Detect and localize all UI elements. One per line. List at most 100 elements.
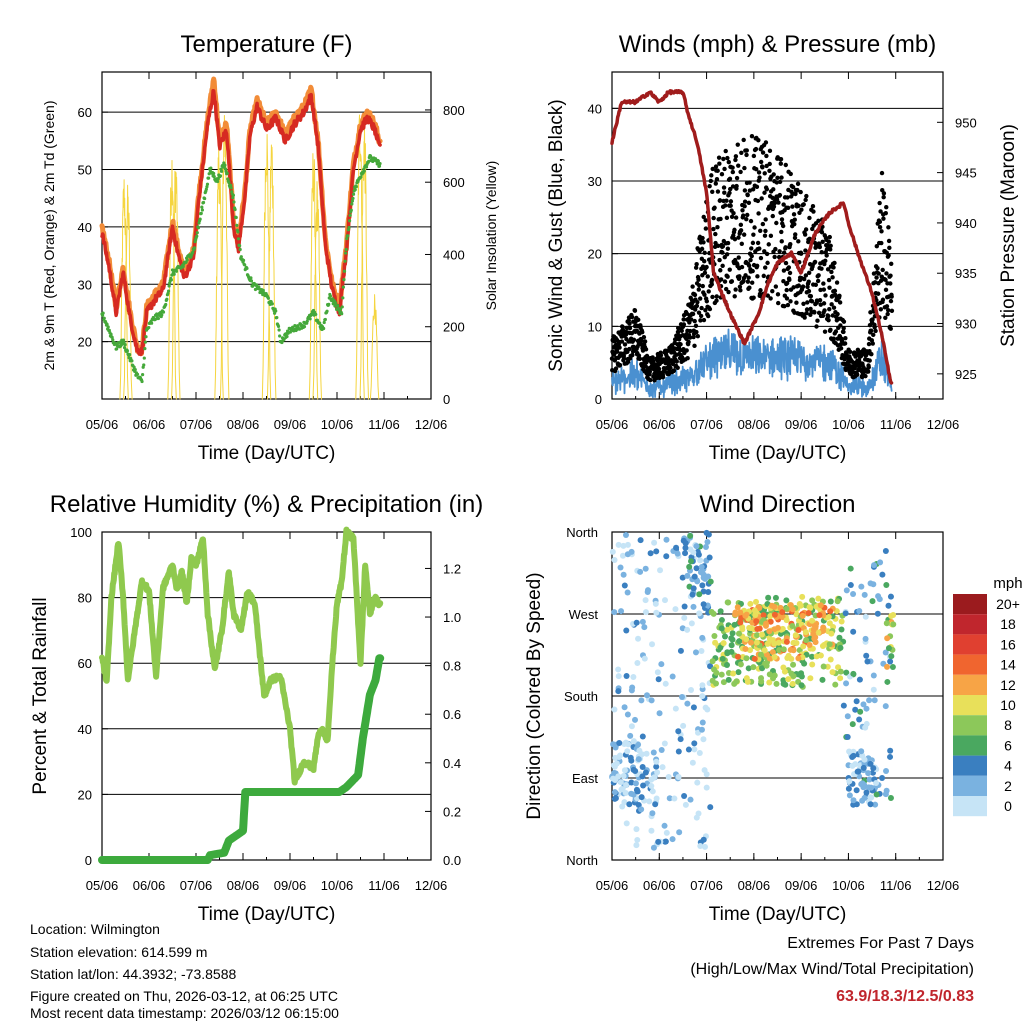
gust-point bbox=[660, 374, 666, 380]
gust-point bbox=[801, 202, 806, 207]
direction-point bbox=[694, 779, 701, 786]
gust-point bbox=[765, 293, 771, 298]
wind-direction-chart: 05/06 06/06 07/06 08/06 09/06 10/06 11/06 12/06… bbox=[524, 491, 1023, 925]
direction-point bbox=[773, 680, 780, 687]
gust-point bbox=[702, 270, 708, 276]
dewpoint-point bbox=[185, 258, 189, 262]
gust-point bbox=[710, 166, 715, 172]
legend-swatch bbox=[953, 614, 987, 635]
gust-point bbox=[758, 255, 764, 261]
direction-point bbox=[620, 571, 627, 578]
y-tick-label: 80 bbox=[78, 591, 92, 606]
gust-point bbox=[720, 250, 725, 255]
dewpoint-series bbox=[100, 153, 382, 384]
gust-point bbox=[697, 296, 703, 301]
gust-point bbox=[783, 260, 789, 266]
gust-point bbox=[729, 279, 735, 284]
gust-point bbox=[823, 293, 828, 298]
gust-point bbox=[758, 159, 764, 165]
gust-point bbox=[762, 190, 767, 195]
gust-point bbox=[843, 336, 848, 341]
gust-point bbox=[806, 279, 811, 284]
direction-point bbox=[853, 698, 860, 705]
direction-point bbox=[827, 598, 834, 605]
direction-point bbox=[838, 618, 845, 625]
gust-point bbox=[617, 345, 622, 350]
gust-point bbox=[809, 299, 815, 304]
gust-point bbox=[753, 146, 759, 152]
direction-point bbox=[653, 758, 660, 765]
direction-point bbox=[686, 563, 693, 570]
gust-point bbox=[641, 334, 647, 340]
direction-point bbox=[684, 700, 691, 707]
direction-point bbox=[789, 680, 796, 687]
gust-point bbox=[742, 199, 748, 204]
direction-point bbox=[811, 635, 818, 642]
dewpoint-point bbox=[229, 186, 233, 190]
dewpoint-point bbox=[128, 353, 132, 357]
temperature-chart: 05/06 06/06 07/06 08/06 09/06 10/06 11/06 12/06… bbox=[41, 31, 499, 464]
gust-point bbox=[739, 264, 745, 270]
dewpoint-point bbox=[342, 278, 346, 282]
gust-point bbox=[706, 289, 711, 294]
gust-point bbox=[742, 188, 748, 193]
legend-label: 4 bbox=[1004, 758, 1012, 774]
direction-point bbox=[863, 652, 870, 659]
gust-point bbox=[744, 217, 749, 222]
direction-point bbox=[702, 544, 709, 551]
dewpoint-point bbox=[249, 279, 254, 283]
gust-point bbox=[782, 303, 787, 309]
direction-point bbox=[624, 541, 631, 548]
gust-point bbox=[880, 267, 885, 273]
direction-point bbox=[624, 589, 631, 596]
gust-point bbox=[807, 215, 812, 221]
direction-point bbox=[754, 626, 761, 633]
gust-point bbox=[745, 279, 751, 284]
direction-point bbox=[780, 677, 787, 684]
gust-point bbox=[791, 285, 796, 290]
gust-point bbox=[771, 204, 777, 209]
dewpoint-point bbox=[223, 163, 227, 167]
dewpoint-point bbox=[123, 342, 127, 347]
direction-point bbox=[801, 660, 808, 667]
direction-point bbox=[658, 661, 665, 668]
gust-point bbox=[627, 325, 633, 331]
x-tick-label: 05/06 bbox=[86, 878, 119, 893]
gust-point bbox=[841, 325, 846, 331]
direction-point bbox=[696, 610, 703, 617]
dewpoint-point bbox=[142, 356, 146, 360]
gust-point bbox=[689, 317, 694, 322]
dewpoint-point bbox=[249, 276, 253, 280]
gust-point bbox=[724, 215, 730, 221]
gust-point bbox=[658, 353, 664, 358]
direction-point bbox=[661, 740, 668, 747]
dewpoint-point bbox=[327, 302, 331, 306]
direction-point bbox=[650, 749, 657, 756]
x-tick-label: 07/06 bbox=[690, 878, 723, 893]
direction-point bbox=[652, 600, 659, 607]
direction-point bbox=[687, 532, 694, 539]
direction-point bbox=[817, 652, 824, 659]
gust-point bbox=[627, 321, 632, 326]
direction-point bbox=[737, 619, 744, 626]
direction-point bbox=[654, 669, 661, 676]
gust-point bbox=[692, 343, 697, 349]
direction-point bbox=[844, 733, 851, 740]
gust-point bbox=[744, 152, 749, 158]
y-tick-label: 40 bbox=[588, 101, 602, 116]
solar-spike bbox=[312, 181, 322, 400]
dewpoint-point bbox=[236, 237, 241, 241]
gust-point bbox=[687, 335, 693, 340]
dewpoint-point bbox=[109, 332, 113, 336]
gust-point bbox=[719, 172, 725, 177]
direction-point bbox=[879, 571, 886, 578]
direction-point bbox=[784, 655, 791, 662]
gust-point bbox=[678, 342, 683, 347]
gust-point bbox=[723, 203, 728, 208]
legend-swatch bbox=[953, 654, 987, 675]
x-tick-label: 09/06 bbox=[785, 878, 818, 893]
gust-point bbox=[773, 284, 779, 289]
dewpoint-point bbox=[191, 250, 195, 254]
direction-point bbox=[766, 671, 773, 678]
direction-point bbox=[691, 740, 698, 747]
